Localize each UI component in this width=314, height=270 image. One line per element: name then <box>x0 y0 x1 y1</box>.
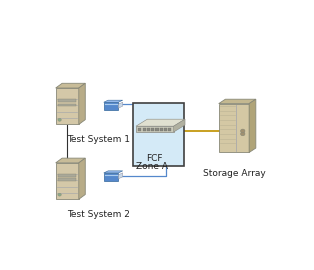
Polygon shape <box>79 83 85 124</box>
Bar <box>160 128 163 130</box>
Bar <box>58 104 76 106</box>
Text: FCF: FCF <box>147 154 163 163</box>
Polygon shape <box>79 158 85 199</box>
Polygon shape <box>249 99 256 153</box>
Polygon shape <box>56 158 85 163</box>
Text: Test System 2: Test System 2 <box>67 210 130 219</box>
Bar <box>164 128 167 130</box>
Circle shape <box>241 129 245 133</box>
Polygon shape <box>104 102 118 110</box>
Circle shape <box>241 132 245 136</box>
FancyBboxPatch shape <box>133 103 184 167</box>
Bar <box>147 128 150 130</box>
Polygon shape <box>219 104 249 153</box>
Bar <box>155 128 159 130</box>
Bar <box>138 128 142 130</box>
Bar <box>58 174 76 177</box>
Polygon shape <box>174 119 185 132</box>
Polygon shape <box>219 99 256 104</box>
Bar <box>168 128 171 130</box>
Bar <box>143 128 146 130</box>
Polygon shape <box>104 100 123 102</box>
Polygon shape <box>118 173 123 179</box>
Polygon shape <box>56 88 79 124</box>
Polygon shape <box>104 171 123 173</box>
Text: Test System 1: Test System 1 <box>67 135 130 144</box>
Bar <box>58 99 76 102</box>
Polygon shape <box>104 173 118 181</box>
Bar <box>58 178 76 181</box>
Polygon shape <box>56 163 79 199</box>
Polygon shape <box>136 126 174 132</box>
Circle shape <box>58 118 61 121</box>
Bar <box>151 128 154 130</box>
Polygon shape <box>118 102 123 108</box>
Text: Storage Array: Storage Array <box>203 168 265 178</box>
Polygon shape <box>56 83 85 88</box>
Text: Zone A: Zone A <box>136 162 168 171</box>
Circle shape <box>58 193 61 196</box>
Polygon shape <box>136 119 185 126</box>
